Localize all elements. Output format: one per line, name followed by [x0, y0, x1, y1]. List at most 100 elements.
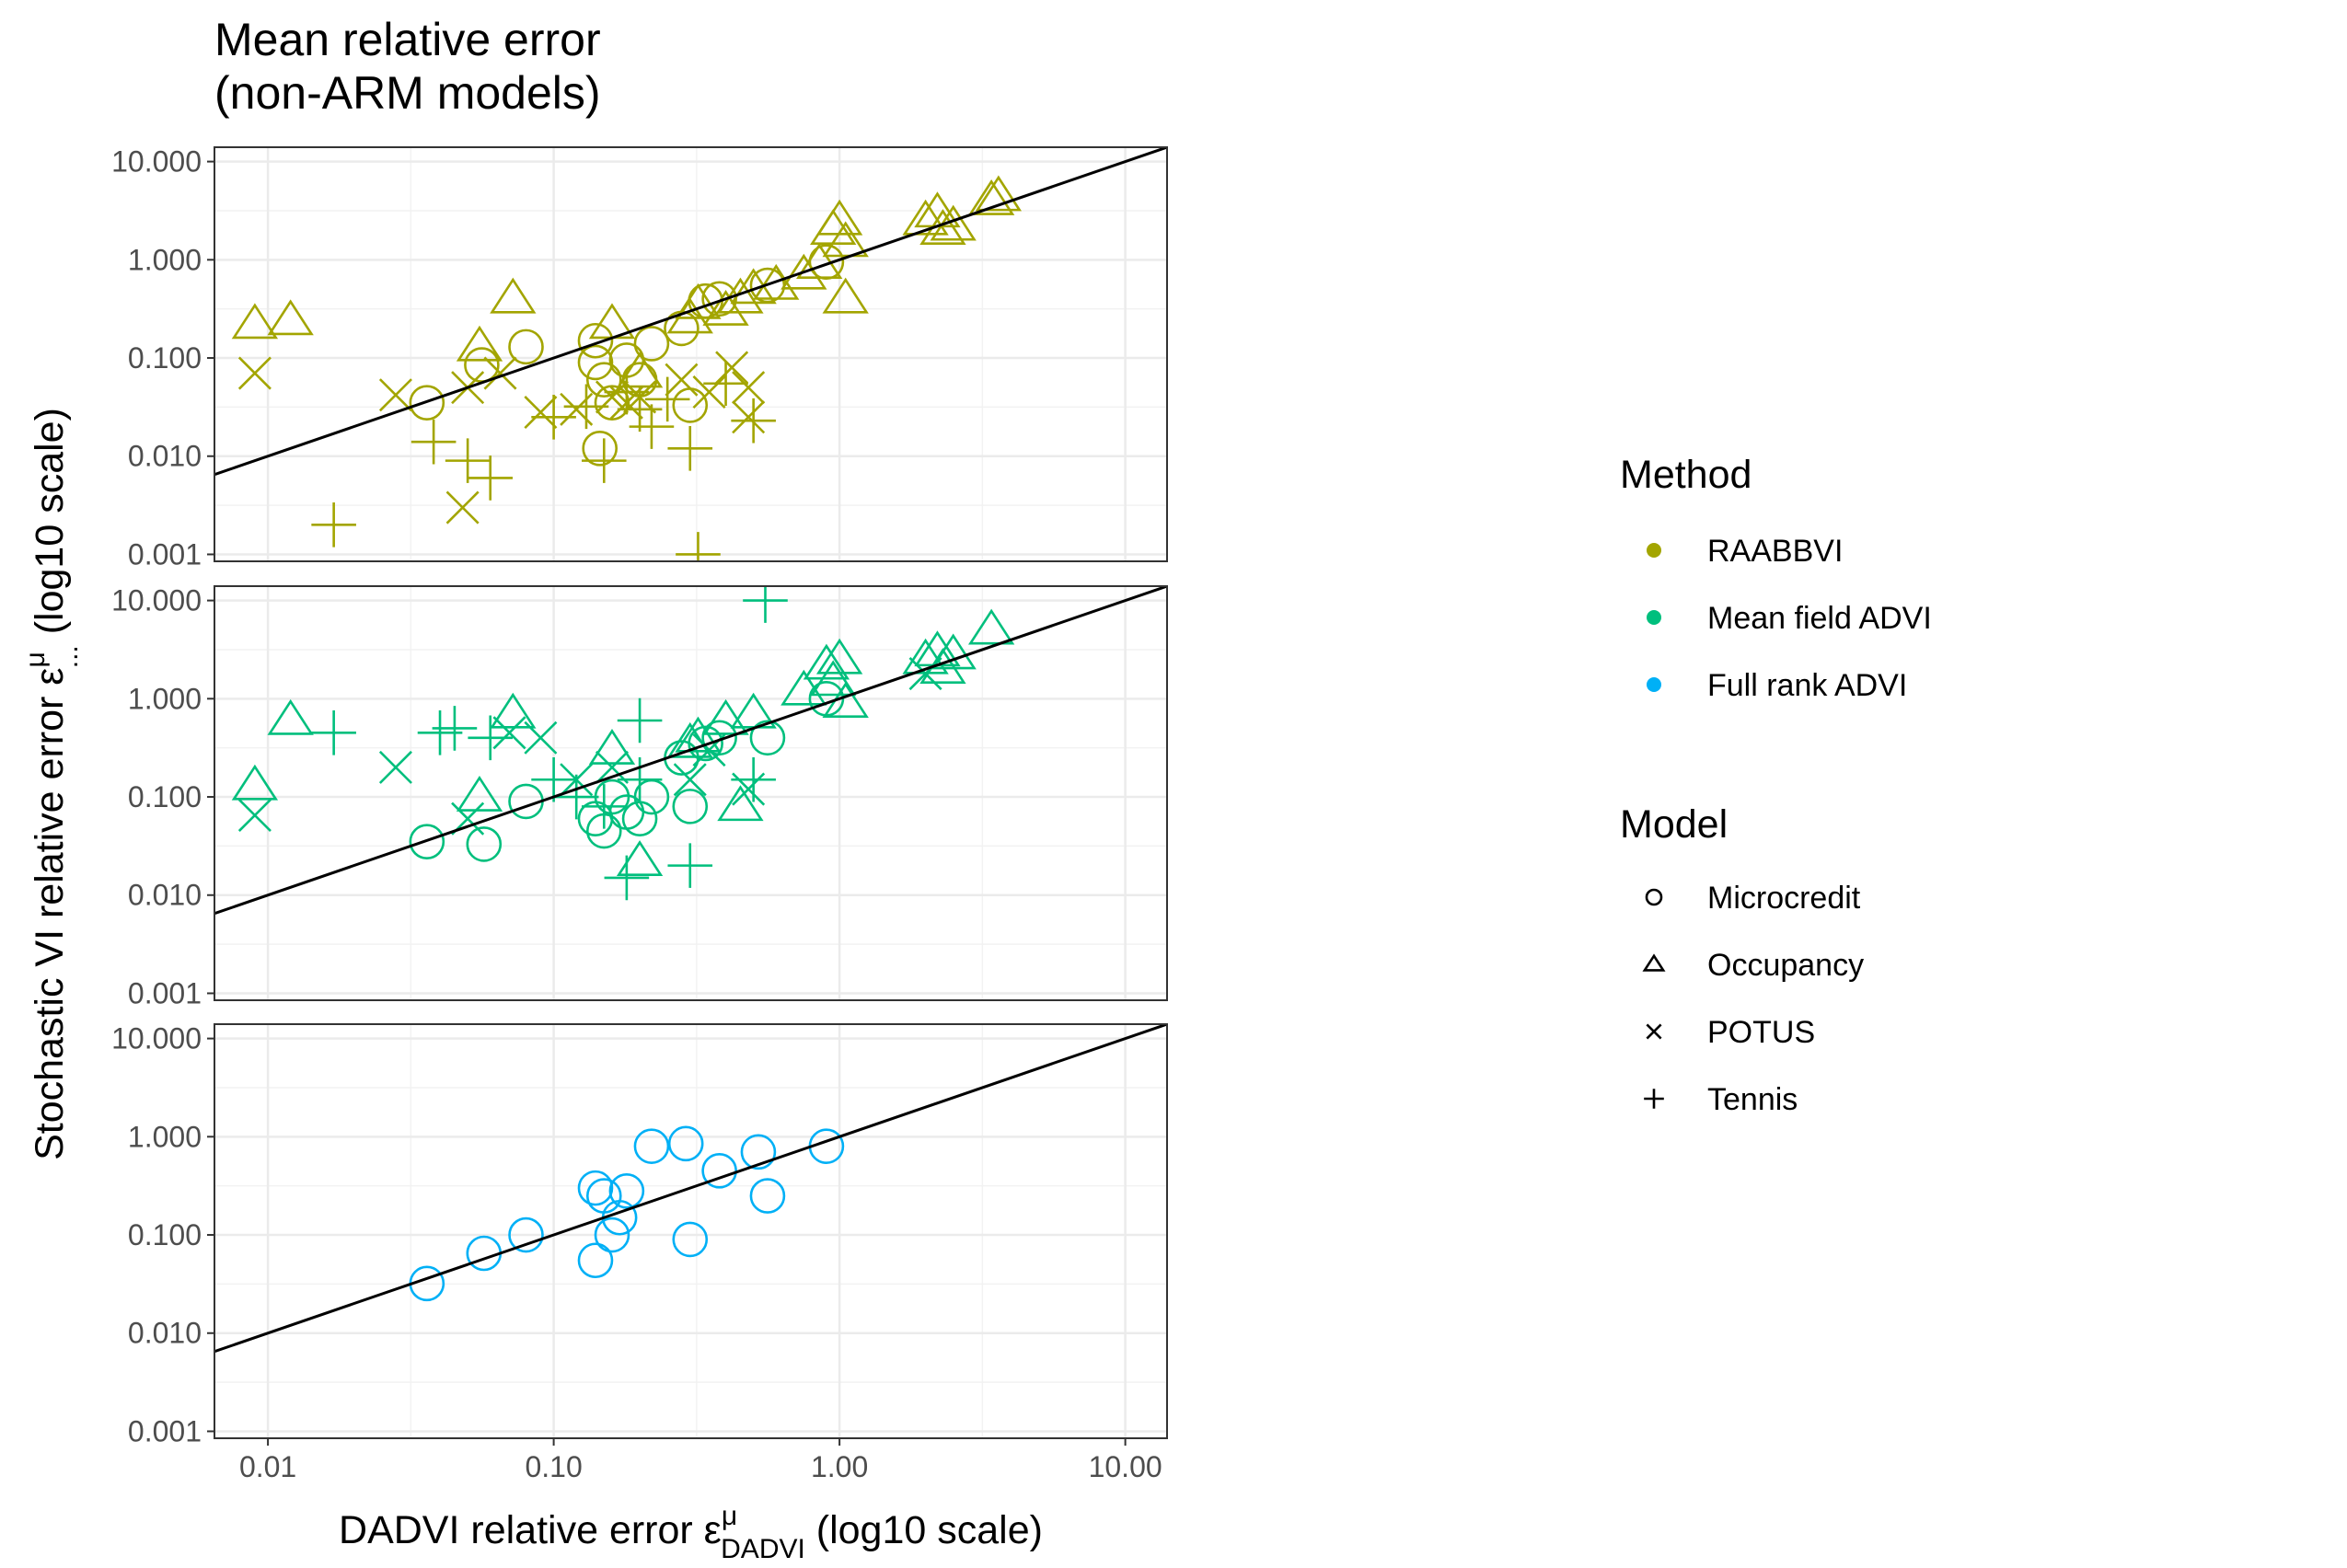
point-occupancy	[902, 199, 949, 236]
point-potus	[492, 716, 526, 750]
point-occupancy	[456, 775, 503, 812]
point-potus	[692, 375, 726, 409]
legend-method-label: Mean field ADVI	[1707, 601, 1932, 636]
point-occupancy	[796, 243, 843, 279]
point-occupancy	[267, 698, 314, 735]
x-tick-label: 10.00	[1089, 1450, 1162, 1483]
y-tick-label: 0.010	[128, 440, 202, 473]
legend-method-key	[1647, 543, 1661, 558]
panel-background	[214, 147, 1167, 561]
point-potus	[524, 396, 558, 430]
point-potus	[908, 657, 942, 691]
legend-method-label: Full rank ADVI	[1707, 668, 1907, 703]
point-microcredit	[577, 344, 614, 381]
point-microcredit	[749, 1178, 786, 1214]
point-tennis	[676, 532, 721, 561]
point-microcredit	[594, 385, 630, 421]
reference-line	[214, 147, 1167, 477]
point-occupancy	[588, 729, 636, 765]
y-tick-label: 1.000	[128, 1120, 202, 1153]
point-tennis	[617, 698, 663, 744]
points	[231, 586, 1015, 901]
grid	[214, 1024, 1167, 1438]
y-tick-label: 10.000	[111, 584, 202, 617]
y-axis-title: Stochastic VI relative error εμ... (log1…	[20, 408, 84, 1160]
point-microcredit	[740, 1134, 777, 1170]
point-microcredit	[701, 1153, 737, 1189]
y-tick-label: 0.100	[128, 341, 202, 375]
point-microcredit	[577, 322, 614, 359]
point-microcredit	[585, 362, 622, 398]
point-microcredit	[701, 720, 737, 756]
legend-model-key	[1642, 953, 1666, 972]
point-occupancy	[490, 692, 537, 729]
point-tennis	[311, 502, 356, 548]
point-tennis	[553, 774, 599, 820]
point-tennis	[604, 369, 650, 415]
point-potus	[237, 356, 272, 390]
point-microcredit	[672, 1221, 709, 1258]
point-occupancy	[490, 277, 537, 314]
point-tennis	[617, 386, 663, 432]
point-occupancy	[267, 299, 314, 336]
point-occupancy	[616, 840, 664, 876]
title-line: Mean relative error	[214, 14, 601, 65]
panel-mean-field-advi: 0.001 0.010 0.100 1.000 10.000	[111, 584, 1168, 1009]
x-tick-label: 0.01	[239, 1450, 296, 1483]
point-microcredit	[577, 1242, 614, 1279]
point-occupancy	[456, 325, 503, 362]
point-microcredit	[409, 385, 445, 421]
point-occupancy	[231, 764, 279, 801]
legend-method-key	[1647, 677, 1661, 692]
legend-model-label: Occupancy	[1707, 948, 1864, 983]
point-potus	[673, 763, 707, 797]
point-potus	[665, 363, 699, 397]
point-microcredit	[749, 720, 786, 756]
reference-line	[214, 1024, 1167, 1354]
point-potus	[715, 351, 749, 385]
y-tick-label: 1.000	[128, 243, 202, 276]
point-occupancy	[967, 179, 1015, 215]
point-potus	[483, 356, 517, 390]
point-tennis	[629, 404, 675, 449]
y-tick-label: 0.001	[128, 976, 202, 1009]
point-tennis	[604, 855, 650, 901]
point-occupancy	[780, 669, 827, 706]
panel-raabbvi: 0.001 0.010 0.100 1.000 10.000	[111, 145, 1168, 571]
y-axis-title-group: Stochastic VI relative error εμ... (log1…	[20, 408, 84, 1160]
point-occupancy	[975, 175, 1023, 212]
y-tick-label: 0.010	[128, 879, 202, 912]
point-microcredit	[409, 824, 445, 859]
point-occupancy	[702, 698, 749, 735]
point-potus	[732, 400, 766, 434]
point-tennis	[311, 710, 356, 755]
legend: Method RAABBVI Mean field ADVI Full rank AD…	[1620, 453, 1932, 1117]
point-tennis	[410, 419, 457, 465]
grid	[214, 586, 1167, 1000]
point-microcredit	[633, 326, 670, 362]
point-potus	[595, 750, 630, 784]
point-tennis	[644, 376, 690, 422]
point-microcredit	[633, 1128, 670, 1164]
point-microcredit	[608, 1173, 645, 1209]
point-occupancy	[803, 643, 850, 680]
point-tennis	[743, 586, 788, 623]
point-microcredit	[621, 801, 658, 837]
point-potus	[378, 750, 412, 784]
point-microcredit	[672, 789, 709, 824]
point-tennis	[703, 361, 748, 407]
panel-background	[214, 1024, 1167, 1438]
point-microcredit	[594, 1216, 630, 1253]
panel-background	[214, 586, 1167, 1000]
legend-method-key	[1647, 610, 1661, 625]
point-tennis	[445, 438, 491, 483]
y-tick-label: 1.000	[128, 682, 202, 715]
point-tennis	[581, 438, 627, 483]
point-tennis	[731, 756, 776, 802]
point-tennis	[531, 756, 576, 802]
legend-model-label: Tennis	[1707, 1082, 1798, 1117]
point-occupancy	[780, 253, 827, 290]
legend-method-label: RAABBVI	[1707, 534, 1843, 569]
point-potus	[732, 371, 766, 405]
point-occupancy	[231, 303, 279, 340]
